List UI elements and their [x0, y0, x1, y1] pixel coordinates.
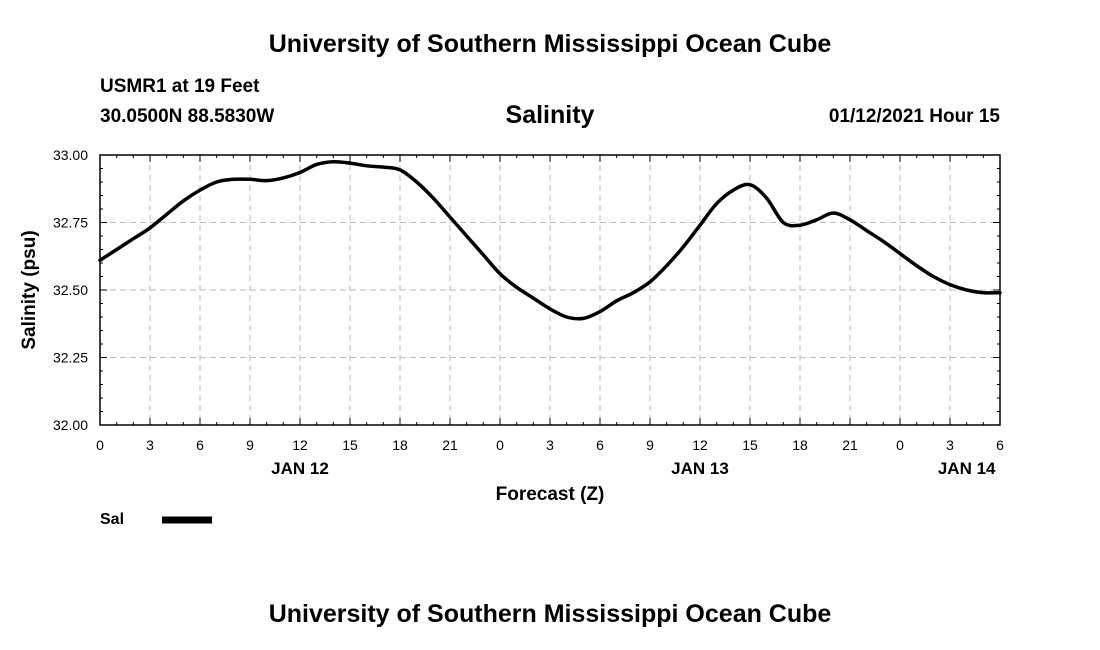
chart-title: Salinity: [505, 101, 595, 129]
x-tick-label: 12: [692, 437, 708, 453]
forecast-datetime: 01/12/2021 Hour 15: [828, 106, 1000, 127]
x-tick-label: 21: [842, 437, 858, 453]
x-tick-label: 3: [146, 437, 154, 453]
x-tick-label: 6: [996, 437, 1004, 453]
station-label: USMR1 at 19 Feet: [100, 76, 260, 97]
x-tick-label: 15: [742, 437, 758, 453]
x-tick-label: 0: [896, 437, 904, 453]
x-tick-label: 3: [546, 437, 554, 453]
date-label: JAN 13: [671, 459, 729, 478]
coordinates-label: 30.0500N 88.5830W: [100, 106, 275, 127]
x-tick-label: 0: [496, 437, 504, 453]
x-tick-label: 18: [392, 437, 408, 453]
legend-label: Sal: [100, 511, 124, 528]
date-label: JAN 12: [271, 459, 329, 478]
x-axis-title: Forecast (Z): [496, 484, 605, 505]
y-tick-label: 32.75: [53, 215, 88, 231]
x-tick-label: 3: [946, 437, 954, 453]
x-tick-label: 6: [196, 437, 204, 453]
footer-title: University of Southern Mississippi Ocean…: [268, 600, 832, 628]
y-tick-label: 32.00: [53, 417, 88, 433]
x-tick-label: 15: [342, 437, 358, 453]
series-line-sal: [98, 159, 1002, 321]
y-tick-label: 33.00: [53, 147, 88, 163]
x-tick-label: 6: [596, 437, 604, 453]
y-tick-label: 32.50: [53, 282, 88, 298]
x-tick-label: 12: [292, 437, 308, 453]
date-label: JAN 14: [938, 459, 996, 478]
y-axis-title: Salinity (psu): [19, 230, 40, 349]
x-tick-label: 0: [96, 437, 104, 453]
x-tick-label: 9: [246, 437, 254, 453]
x-tick-label: 21: [442, 437, 458, 453]
page-title: University of Southern Mississippi Ocean…: [268, 30, 832, 58]
x-tick-label: 18: [792, 437, 808, 453]
y-tick-label: 32.25: [53, 350, 88, 366]
x-tick-label: 9: [646, 437, 654, 453]
